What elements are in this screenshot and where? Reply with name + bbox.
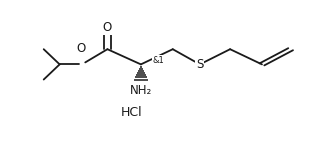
Text: O: O: [76, 42, 85, 55]
Text: NH₂: NH₂: [130, 84, 152, 97]
Text: &1: &1: [152, 56, 164, 65]
Text: HCl: HCl: [121, 106, 142, 119]
Text: S: S: [196, 58, 204, 71]
Text: O: O: [103, 21, 112, 34]
